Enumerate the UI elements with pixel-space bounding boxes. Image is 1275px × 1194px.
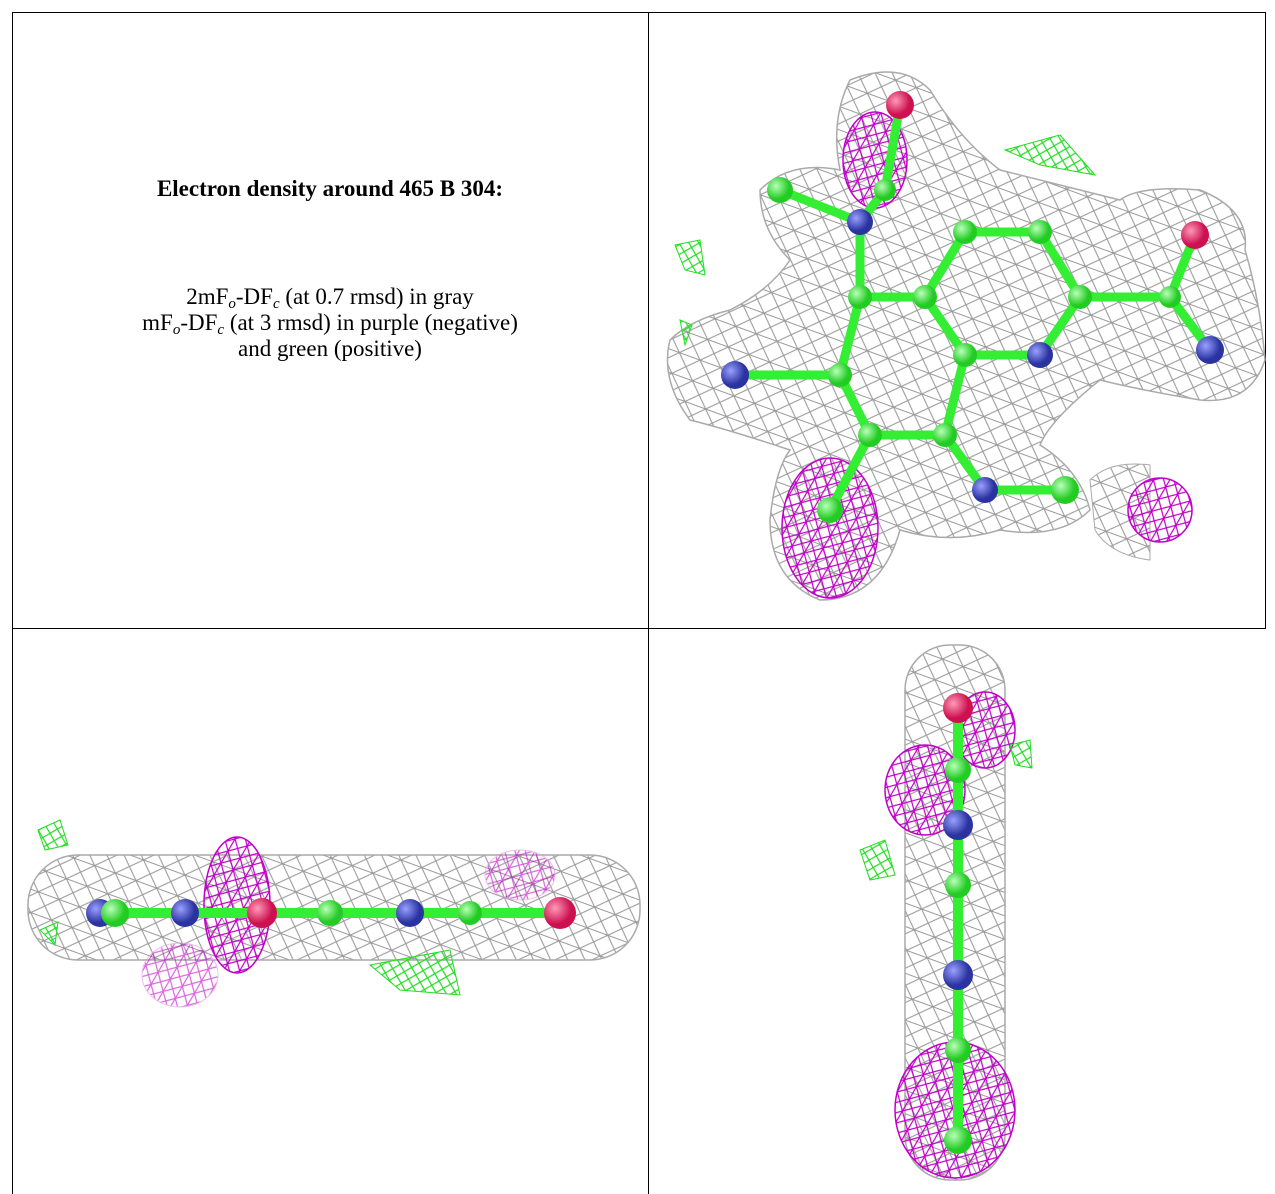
heading: Electron density around 465 B 304: <box>156 176 504 201</box>
legend-subscript: o <box>172 322 181 338</box>
legend-text: (at 3 rmsd) in purple (negative) <box>224 310 518 335</box>
legend-text: and green (positive) <box>238 336 422 361</box>
density-side-view <box>27 819 641 1008</box>
legend: 2mFo-DFc (at 0.7 rmsd) in gray mFo-DFc (… <box>12 284 648 362</box>
legend-text: (at 0.7 rmsd) in gray <box>279 284 474 309</box>
legend-text: -DF <box>235 284 273 309</box>
legend-subscript: c <box>272 296 280 312</box>
legend-text: 2mF <box>186 284 229 309</box>
legend-subscript: c <box>217 322 225 338</box>
density-end-view <box>859 644 1033 1181</box>
table-borders <box>12 12 1266 1194</box>
legend-line: and green (positive) <box>12 336 648 362</box>
legend-line: mFo-DFc (at 3 rmsd) in purple (negative) <box>12 310 648 338</box>
legend-subscript: o <box>228 296 236 312</box>
legend-line: 2mFo-DFc (at 0.7 rmsd) in gray <box>12 284 648 312</box>
legend-text: mF <box>142 310 173 335</box>
density-top-view <box>666 71 1266 601</box>
legend-text: -DF <box>180 310 218 335</box>
